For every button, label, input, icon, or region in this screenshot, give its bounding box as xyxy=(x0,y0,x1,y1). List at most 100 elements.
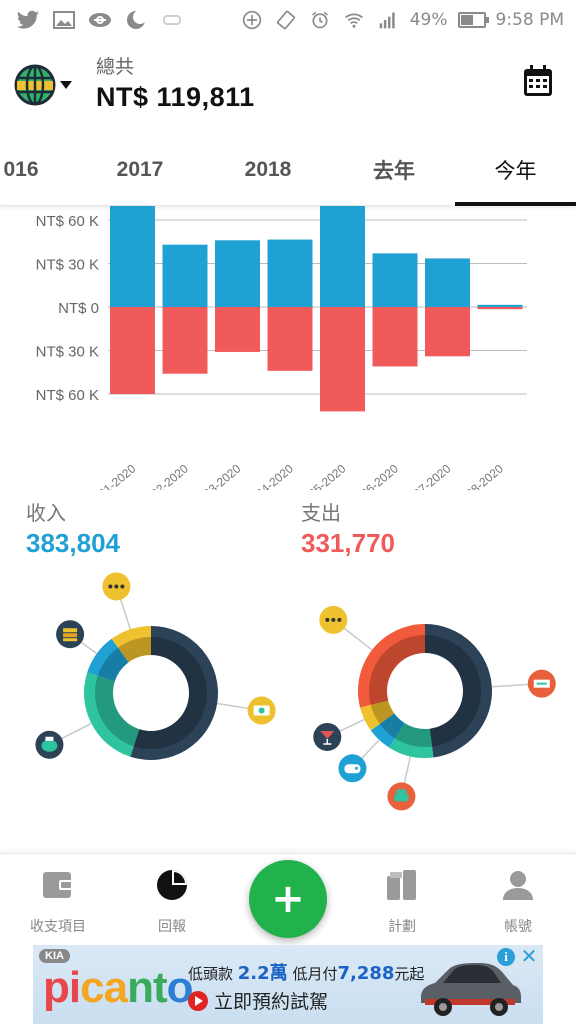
wallet-icon xyxy=(43,872,73,898)
more-icon[interactable] xyxy=(319,605,348,634)
transfer-icon[interactable] xyxy=(527,669,556,698)
y-tick-label: NT$ 30 K xyxy=(36,257,99,274)
alarm-icon xyxy=(311,11,328,29)
wallet-selector[interactable] xyxy=(14,64,72,106)
expense-bar[interactable] xyxy=(162,307,208,374)
game-icon[interactable] xyxy=(338,754,367,783)
expense-bar[interactable] xyxy=(267,307,313,371)
expense-label: 支出 xyxy=(301,501,341,525)
battery-percent: 49% xyxy=(409,10,448,30)
income-bar[interactable] xyxy=(372,253,418,307)
ad-info-icon[interactable]: i xyxy=(497,948,515,966)
phone-icon[interactable] xyxy=(387,782,416,811)
edge-icon xyxy=(163,15,181,25)
ad-banner[interactable]: KIA picanto 低頭款 2.2萬 低月付7,288元起 立即預約試駕 i… xyxy=(33,945,543,1024)
income-bar[interactable] xyxy=(215,240,260,307)
income-bar[interactable] xyxy=(162,244,208,307)
signal-icon xyxy=(379,12,395,29)
x-tick-label: 05-2020 xyxy=(306,461,349,490)
expense-bar[interactable] xyxy=(372,307,418,367)
donut-segment[interactable] xyxy=(370,713,405,748)
expense-value: 331,770 xyxy=(301,528,395,558)
add-transaction-button[interactable]: + xyxy=(249,860,327,938)
expense-bar[interactable] xyxy=(320,307,365,412)
account-icon xyxy=(503,871,533,900)
donut-segment[interactable] xyxy=(111,626,151,663)
expense-bar[interactable] xyxy=(477,307,523,310)
nav-planning-label: 計劃 xyxy=(388,919,416,935)
nav-account[interactable]: 帳號 xyxy=(468,868,568,936)
donut-charts-svg[interactable] xyxy=(0,560,576,850)
layers-icon[interactable] xyxy=(56,620,85,649)
donut-segment[interactable] xyxy=(425,624,492,758)
piggy-bank-icon[interactable] xyxy=(35,730,64,759)
donut-segment[interactable] xyxy=(360,700,395,731)
total-balance: NT$ 119,811 xyxy=(96,82,255,112)
donut-segment[interactable] xyxy=(357,624,425,708)
tab-last-year[interactable]: 去年 xyxy=(373,160,415,183)
income-bar[interactable] xyxy=(320,206,365,307)
donut-segment[interactable] xyxy=(84,672,140,757)
y-tick-label: NT$ 60 K xyxy=(36,213,99,230)
chevron-down-icon xyxy=(60,81,72,89)
donut-inner-ring xyxy=(369,635,481,747)
ad-brand-logo: KIA xyxy=(39,949,70,963)
money-icon[interactable] xyxy=(247,696,276,725)
expense-bar[interactable] xyxy=(110,307,155,394)
twitter-icon xyxy=(17,10,39,29)
tab-2016[interactable]: 016 xyxy=(3,158,39,181)
y-tick-label: NT$ 60 K xyxy=(36,387,99,404)
y-tick-label: NT$ 0 xyxy=(58,300,99,317)
play-icon xyxy=(188,990,208,1011)
ad-close-icon[interactable]: ✕ xyxy=(520,945,538,968)
expense-bar[interactable] xyxy=(425,307,470,357)
battery-icon xyxy=(457,12,489,28)
nav-planning[interactable]: 計劃 xyxy=(352,868,452,936)
income-bar[interactable] xyxy=(477,304,523,307)
add-circle-icon xyxy=(242,10,261,30)
status-bar-left xyxy=(16,10,184,30)
y-tick-label: NT$ 30 K xyxy=(36,344,99,361)
tab-2018[interactable]: 2018 xyxy=(244,158,292,181)
x-tick-label: 06-2020 xyxy=(358,461,401,490)
plan-icon xyxy=(387,870,416,900)
calendar-icon[interactable] xyxy=(522,64,554,98)
income-label: 收入 xyxy=(26,501,66,525)
donut-hole xyxy=(114,656,188,730)
donut-segment[interactable] xyxy=(130,626,219,760)
pie-chart-icon xyxy=(157,870,187,900)
clock: 9:58 PM xyxy=(495,10,565,30)
status-bar: 49% 9:58 PM xyxy=(0,0,576,40)
income-bar[interactable] xyxy=(267,239,313,307)
total-label: 總共 xyxy=(96,56,135,78)
tab-2017[interactable]: 2017 xyxy=(116,158,164,181)
x-tick-label: 08-2020 xyxy=(463,461,506,490)
period-tabs: 016 2017 2018 去年 今年 xyxy=(0,134,576,206)
x-tick-label: 07-2020 xyxy=(411,461,454,490)
tab-this-year[interactable]: 今年 xyxy=(455,134,576,206)
nav-transactions[interactable]: 收支項目 xyxy=(8,868,108,936)
donut-segment[interactable] xyxy=(389,723,434,758)
expense-bar[interactable] xyxy=(215,307,260,352)
donut-segment[interactable] xyxy=(87,638,129,682)
globe-icon xyxy=(14,64,56,106)
ad-offer-text: 低頭款 2.2萬 低月付7,288元起 xyxy=(188,963,425,984)
ad-cta[interactable]: 立即預約試駕 xyxy=(188,987,328,1014)
more-icon[interactable] xyxy=(102,572,131,601)
bar-chart-svg: NT$ 60 K NT$ 30 K NT$ 0 NT$ 30 K NT$ 60 K 01-… xyxy=(36,206,527,490)
income-bar[interactable] xyxy=(425,258,470,307)
income-bar[interactable] xyxy=(110,206,155,307)
header: 總共 NT$ 119,811 xyxy=(0,40,576,134)
plus-icon: + xyxy=(271,876,305,922)
donut-hole xyxy=(388,654,462,728)
x-tick-label: 03-2020 xyxy=(201,461,244,490)
nav-transactions-label: 收支項目 xyxy=(30,919,86,935)
nav-reports[interactable]: 回報 xyxy=(122,868,222,936)
moon-icon xyxy=(127,10,147,29)
x-tick-label: 01-2020 xyxy=(96,461,139,490)
x-tick-label: 04-2020 xyxy=(253,461,296,490)
drink-icon[interactable] xyxy=(313,722,342,751)
car-image xyxy=(421,963,521,1016)
nav-reports-label: 回報 xyxy=(158,919,186,935)
gallery-icon xyxy=(53,11,75,29)
